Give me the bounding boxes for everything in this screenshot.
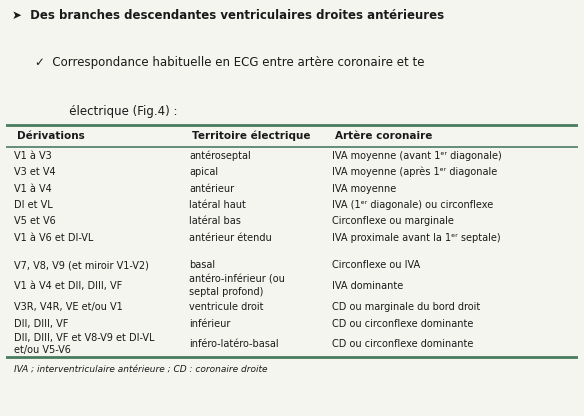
- Text: IVA ; interventriculaire antérieure ; CD : coronaire droite: IVA ; interventriculaire antérieure ; CD…: [15, 364, 268, 374]
- Text: V7, V8, V9 (et miroir V1-V2): V7, V8, V9 (et miroir V1-V2): [15, 260, 150, 270]
- Text: V1 à V6 et DI-VL: V1 à V6 et DI-VL: [15, 233, 94, 243]
- Text: inféro-latéro-basal: inféro-latéro-basal: [189, 339, 279, 349]
- Text: V1 à V3: V1 à V3: [15, 151, 52, 161]
- Text: basal: basal: [189, 260, 215, 270]
- Text: ➤  Des branches descendantes ventriculaires droites antérieures: ➤ Des branches descendantes ventriculair…: [12, 9, 444, 22]
- Text: CD ou circonflexe dominante: CD ou circonflexe dominante: [332, 339, 474, 349]
- Text: IVA proximale avant la 1ᵉʳ septale): IVA proximale avant la 1ᵉʳ septale): [332, 233, 500, 243]
- Text: Territoire électrique: Territoire électrique: [192, 131, 310, 141]
- Text: CD ou circonflexe dominante: CD ou circonflexe dominante: [332, 319, 474, 329]
- Text: antérieur étendu: antérieur étendu: [189, 233, 272, 243]
- Text: Circonflexe ou marginale: Circonflexe ou marginale: [332, 216, 454, 226]
- Text: V1 à V4: V1 à V4: [15, 183, 52, 193]
- Text: V5 et V6: V5 et V6: [15, 216, 56, 226]
- Text: DII, DIII, VF et V8-V9 et DI-VL
et/ou V5-V6: DII, DIII, VF et V8-V9 et DI-VL et/ou V5…: [15, 333, 155, 355]
- Text: IVA moyenne (avant 1ᵉʳ diagonale): IVA moyenne (avant 1ᵉʳ diagonale): [332, 151, 502, 161]
- Text: antéro-inférieur (ou
septal profond): antéro-inférieur (ou septal profond): [189, 275, 285, 297]
- Text: apical: apical: [189, 167, 218, 177]
- Text: DI et VL: DI et VL: [15, 200, 53, 210]
- Text: IVA moyenne (après 1ᵉʳ diagonale: IVA moyenne (après 1ᵉʳ diagonale: [332, 167, 498, 177]
- Text: IVA (1ᵉʳ diagonale) ou circonflexe: IVA (1ᵉʳ diagonale) ou circonflexe: [332, 200, 493, 210]
- Text: CD ou marginale du bord droit: CD ou marginale du bord droit: [332, 302, 480, 312]
- Text: ✓  Correspondance habituelle en ECG entre artère coronaire et te: ✓ Correspondance habituelle en ECG entre…: [35, 56, 425, 69]
- Text: inférieur: inférieur: [189, 319, 230, 329]
- Text: IVA dominante: IVA dominante: [332, 281, 404, 291]
- Text: DII, DIII, VF: DII, DIII, VF: [15, 319, 69, 329]
- Text: V3 et V4: V3 et V4: [15, 167, 56, 177]
- Text: électrique (Fig.4) :: électrique (Fig.4) :: [58, 105, 178, 118]
- Text: antéroseptal: antéroseptal: [189, 151, 251, 161]
- Text: Circonflexe ou IVA: Circonflexe ou IVA: [332, 260, 420, 270]
- Text: V1 à V4 et DII, DIII, VF: V1 à V4 et DII, DIII, VF: [15, 281, 123, 291]
- Text: Dérivations: Dérivations: [18, 131, 85, 141]
- Text: antérieur: antérieur: [189, 183, 234, 193]
- Text: latéral bas: latéral bas: [189, 216, 241, 226]
- Text: ventricule droit: ventricule droit: [189, 302, 263, 312]
- Text: IVA moyenne: IVA moyenne: [332, 183, 397, 193]
- Text: V3R, V4R, VE et/ou V1: V3R, V4R, VE et/ou V1: [15, 302, 123, 312]
- Text: Artère coronaire: Artère coronaire: [335, 131, 432, 141]
- Text: latéral haut: latéral haut: [189, 200, 246, 210]
